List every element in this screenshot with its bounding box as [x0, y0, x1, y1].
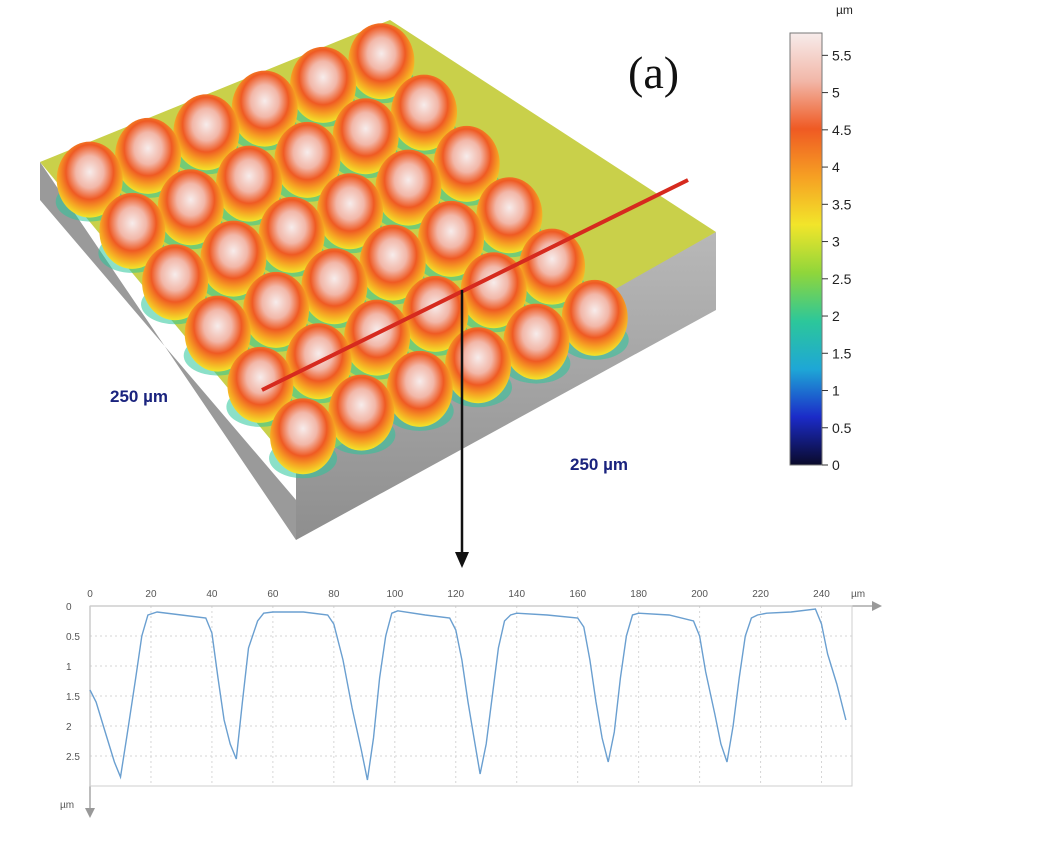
y-axis-unit: µm [60, 800, 74, 811]
colorbar-tick-label: 2.5 [832, 271, 852, 287]
x-tick-label: 40 [206, 589, 218, 600]
x-tick-label: 20 [145, 589, 157, 600]
colorbar-tick-label: 3.5 [832, 196, 852, 212]
surface-bump [231, 70, 298, 147]
colorbar-tick-label: 1 [832, 383, 840, 399]
surface-bump [445, 327, 512, 404]
y-tick-label: 2 [66, 722, 72, 733]
x-tick-label: 100 [386, 589, 403, 600]
x-tick-label: 240 [813, 589, 830, 600]
surface-bump [258, 196, 325, 273]
y-tick-label: 2.5 [66, 752, 80, 763]
profile-arrow [455, 290, 469, 568]
surface-bump [200, 220, 267, 297]
profile-series-line [89, 608, 847, 781]
colorbar: µm 5.5 5 4.5 4 3.5 3 2.5 2 1.5 1 0.5 0 [789, 3, 853, 473]
surface-bump [418, 200, 485, 277]
surface-bump [184, 295, 251, 372]
surface-bump [227, 346, 294, 423]
colorbar-tick-label: 4.5 [832, 122, 852, 138]
colorbar-ramp [789, 32, 823, 466]
y-tick-label: 1.5 [66, 692, 80, 703]
surface-bump [142, 244, 209, 321]
x-tick-label: 80 [328, 589, 340, 600]
profile-line [261, 178, 689, 392]
x-tick-label: 220 [752, 589, 769, 600]
colorbar-tick-label: 5.5 [832, 47, 852, 63]
colorbar-ticks: 5.5 5 4.5 4 3.5 3 2.5 2 1.5 1 0.5 0 [822, 47, 852, 473]
y-tick-label: 0 [66, 602, 72, 613]
x-axis-unit: µm [851, 589, 865, 600]
y-axis-arrow [85, 808, 95, 818]
surface-bumps [55, 23, 629, 479]
surface-bump [173, 94, 240, 171]
profile-chart: 0 20 40 60 80 100 120 140 160 180 200 220 240 0 0.5 1 1… [60, 589, 882, 818]
y-ticks: 0 0.5 1 1.5 2 2.5 [66, 602, 80, 763]
surface-bump [115, 117, 182, 194]
surface-bump [476, 177, 543, 254]
surface-bump [561, 279, 628, 356]
surface-bump [503, 303, 570, 380]
x-axis-arrow [872, 601, 882, 611]
colorbar-unit: µm [836, 3, 853, 17]
surface-bump [359, 224, 426, 301]
surface-bump [433, 125, 500, 202]
surface-bump [317, 173, 384, 250]
colorbar-tick-label: 4 [832, 159, 840, 175]
x-tick-label: 0 [87, 589, 93, 600]
x-tick-label: 200 [691, 589, 708, 600]
chart-grid [90, 606, 852, 786]
surface-bump [386, 350, 453, 427]
colorbar-tick-label: 0 [832, 457, 840, 473]
y-tick-label: 0.5 [66, 632, 80, 643]
colorbar-tick-label: 3 [832, 234, 840, 250]
surface-bump [243, 271, 310, 348]
panel-label: (a) [628, 47, 679, 98]
x-extent-label: 250 µm [110, 387, 168, 406]
surface-bump [348, 23, 415, 100]
surface-bump [290, 46, 357, 123]
surface-bump [157, 169, 224, 246]
surface-bump [328, 374, 395, 451]
y-extent-label: 250 µm [570, 455, 628, 474]
x-ticks: 0 20 40 60 80 100 120 140 160 180 200 220 240 [87, 589, 830, 600]
surface-bump [375, 149, 442, 226]
surface-bump [274, 121, 341, 198]
colorbar-tick-label: 1.5 [832, 345, 852, 361]
surface-bump [332, 98, 399, 175]
surface-bump [460, 252, 527, 329]
surface-bump [270, 398, 337, 475]
surface-3d: 250 µm 250 µm [40, 20, 716, 568]
plot-frame [89, 605, 853, 787]
surface-bump [56, 141, 123, 218]
x-tick-label: 180 [630, 589, 647, 600]
surface-bump [519, 228, 586, 305]
surface-bump [99, 192, 166, 269]
x-tick-label: 160 [569, 589, 586, 600]
colorbar-tick-label: 0.5 [832, 420, 852, 436]
x-tick-label: 120 [447, 589, 464, 600]
surface-bump [216, 145, 283, 222]
x-tick-label: 140 [508, 589, 525, 600]
surface-bump [344, 299, 411, 376]
x-tick-label: 60 [267, 589, 279, 600]
colorbar-tick-label: 5 [832, 85, 840, 101]
colorbar-tick-label: 2 [832, 308, 840, 324]
y-tick-label: 1 [66, 662, 72, 673]
surface-bump [391, 74, 458, 151]
surface-bump [301, 248, 368, 325]
